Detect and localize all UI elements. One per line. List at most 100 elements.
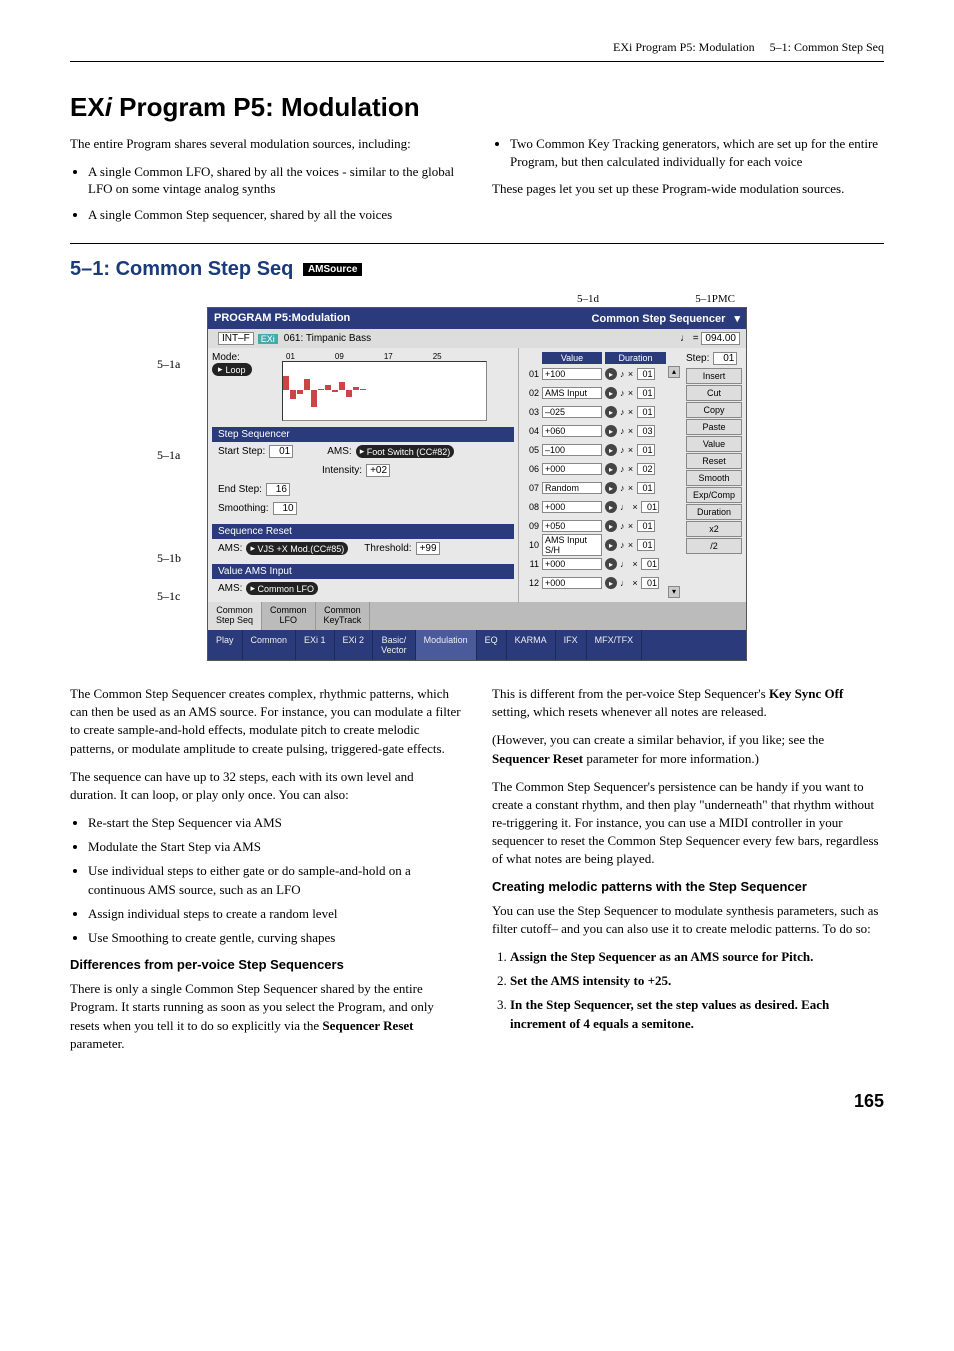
- titlebar-left: PROGRAM P5:Modulation: [214, 312, 592, 325]
- duration-field[interactable]: 01: [637, 387, 655, 399]
- maintab-1[interactable]: Common: [243, 630, 297, 660]
- body-r-ol1-text: Assign the Step Sequencer as an AMS sour…: [510, 949, 813, 964]
- end-step-value[interactable]: 16: [266, 483, 290, 496]
- maintab-0[interactable]: Play: [208, 630, 243, 660]
- maintab-9[interactable]: MFX/TFX: [587, 630, 643, 660]
- maintab-7[interactable]: KARMA: [507, 630, 556, 660]
- duration-field[interactable]: 01: [641, 577, 659, 589]
- maintab-2[interactable]: EXi 1: [296, 630, 335, 660]
- maintab-3[interactable]: EXi 2: [335, 630, 374, 660]
- note-icon[interactable]: ▸: [605, 406, 617, 418]
- cut-button[interactable]: Cut: [686, 385, 742, 401]
- step-value-field[interactable]: +100: [542, 368, 602, 380]
- note-icon[interactable]: ▸: [605, 539, 617, 551]
- scroll-up-icon[interactable]: ▴: [668, 366, 680, 378]
- step-row: 03 –025 ▸ ♪ × 01: [523, 403, 666, 421]
- step-num: 04: [523, 426, 539, 436]
- x2-button[interactable]: x2: [686, 521, 742, 537]
- duration-field[interactable]: 01: [637, 520, 655, 532]
- step-value-field[interactable]: AMS Input S/H: [542, 534, 602, 556]
- note-glyph: ♪: [620, 426, 625, 436]
- note-icon[interactable]: ▸: [605, 444, 617, 456]
- note-icon[interactable]: ▸: [605, 387, 617, 399]
- note-icon[interactable]: ▸: [605, 558, 617, 570]
- separator-line: [70, 243, 884, 244]
- step-value-field[interactable]: +060: [542, 425, 602, 437]
- step-num: 08: [523, 502, 539, 512]
- bank-field[interactable]: INT–F: [218, 332, 254, 345]
- insert-button[interactable]: Insert: [686, 368, 742, 384]
- smooth-button[interactable]: Smooth: [686, 470, 742, 486]
- maintab-8[interactable]: IFX: [556, 630, 587, 660]
- scroll-down-icon[interactable]: ▾: [668, 586, 680, 598]
- step-num: 07: [523, 483, 539, 493]
- reset-button[interactable]: Reset: [686, 453, 742, 469]
- step-value-field[interactable]: +050: [542, 520, 602, 532]
- smoothing-value[interactable]: 10: [273, 502, 297, 515]
- graph-bar: [311, 390, 317, 407]
- note-icon[interactable]: ▸: [605, 463, 617, 475]
- header-left: EXi Program P5: Modulation: [613, 40, 755, 54]
- paste-button[interactable]: Paste: [686, 419, 742, 435]
- mode-loop-button[interactable]: ▸Loop: [212, 363, 252, 376]
- threshold-value[interactable]: +99: [416, 542, 440, 555]
- note-icon[interactable]: ▸: [605, 482, 617, 494]
- duration-field[interactable]: 01: [637, 482, 655, 494]
- duration-button[interactable]: Duration: [686, 504, 742, 520]
- step-value-field[interactable]: +000: [542, 463, 602, 475]
- maintab-5[interactable]: Modulation: [416, 630, 477, 660]
- step-num: 03: [523, 407, 539, 417]
- duration-field[interactable]: 01: [641, 501, 659, 513]
- ams3-button[interactable]: ▸ Common LFO: [246, 582, 318, 595]
- step-graph[interactable]: [282, 361, 487, 421]
- note-icon[interactable]: ▸: [605, 577, 617, 589]
- body-r-h3: Creating melodic patterns with the Step …: [492, 879, 884, 894]
- ams2-button[interactable]: ▸ VJS +X Mod.(CC#85): [246, 542, 348, 555]
- step-row: 10 AMS Input S/H ▸ ♪ × 01: [523, 536, 666, 554]
- step-value-field[interactable]: –025: [542, 406, 602, 418]
- maintab-4[interactable]: Basic/Vector: [373, 630, 416, 660]
- step-value-field[interactable]: Random: [542, 482, 602, 494]
- step-value-field[interactable]: +000: [542, 558, 602, 570]
- step-value[interactable]: 01: [713, 352, 737, 365]
- step-value-field[interactable]: AMS Input: [542, 387, 602, 399]
- body-l-li4: Assign individual steps to create a rand…: [88, 905, 462, 923]
- body-r-ol3: In the Step Sequencer, set the step valu…: [510, 996, 884, 1032]
- body-r-p2b: Sequencer Reset: [492, 751, 583, 766]
- note-glyph: ♪: [620, 521, 625, 531]
- note-icon[interactable]: ▸: [605, 520, 617, 532]
- subtab-2[interactable]: CommonKeyTrack: [316, 602, 371, 630]
- graph-bar: [360, 389, 366, 390]
- body-r-ol2-text: Set the AMS intensity to +25.: [510, 973, 671, 988]
- duration-field[interactable]: 01: [637, 406, 655, 418]
- subtab-1[interactable]: CommonLFO: [262, 602, 316, 630]
- duration-field[interactable]: 03: [637, 425, 655, 437]
- menu-dropdown-icon[interactable]: ▾: [734, 312, 740, 325]
- step-value-field[interactable]: –100: [542, 444, 602, 456]
- copy-button[interactable]: Copy: [686, 402, 742, 418]
- subtab-0[interactable]: CommonStep Seq: [208, 602, 262, 630]
- duration-field[interactable]: 02: [637, 463, 655, 475]
- maintab-6[interactable]: EQ: [477, 630, 507, 660]
- duration-field[interactable]: 01: [637, 444, 655, 456]
- intro-right-col: Two Common Key Tracking generators, whic…: [492, 135, 884, 233]
- exp-comp-button[interactable]: Exp/Comp: [686, 487, 742, 503]
- note-icon[interactable]: ▸: [605, 501, 617, 513]
- times-icon: ×: [628, 369, 634, 379]
- note-icon[interactable]: ▸: [605, 425, 617, 437]
- exi-tag: EXi: [258, 334, 278, 344]
- note-glyph: ♪: [620, 445, 625, 455]
- duration-field[interactable]: 01: [641, 558, 659, 570]
- tempo-value[interactable]: 094.00: [701, 332, 740, 345]
- duration-field[interactable]: 01: [637, 539, 655, 551]
- step-value-field[interactable]: +000: [542, 577, 602, 589]
- duration-field[interactable]: 01: [637, 368, 655, 380]
- value-button[interactable]: Value: [686, 436, 742, 452]
- graph-bar: [304, 379, 310, 390]
- -2-button[interactable]: /2: [686, 538, 742, 554]
- note-icon[interactable]: ▸: [605, 368, 617, 380]
- ams1-button[interactable]: ▸ Foot Switch (CC#82): [356, 445, 455, 458]
- intensity-value[interactable]: +02: [366, 464, 390, 477]
- start-step-value[interactable]: 01: [269, 445, 293, 458]
- step-value-field[interactable]: +000: [542, 501, 602, 513]
